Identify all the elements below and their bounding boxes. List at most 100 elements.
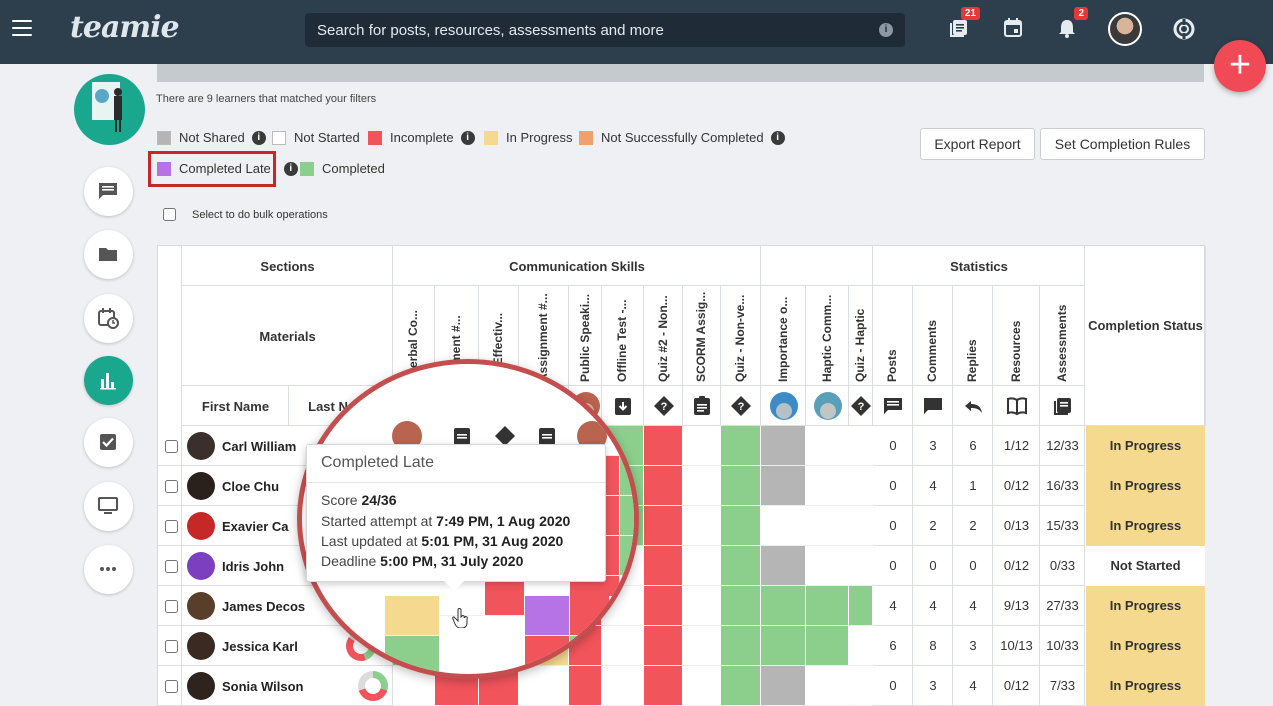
learner-avatar[interactable] [187, 472, 215, 500]
material-icon-cell[interactable]: ? [644, 386, 683, 426]
learner-name[interactable]: Cloe Chu [222, 479, 280, 494]
menu-icon[interactable] [12, 20, 32, 36]
posts-icon[interactable]: 21 [948, 7, 980, 41]
row-checkbox[interactable] [165, 520, 178, 533]
info-icon[interactable]: i [460, 130, 475, 145]
material-icon-cell[interactable] [806, 386, 849, 426]
grade-cell[interactable] [644, 666, 683, 706]
grade-cell[interactable] [806, 586, 849, 626]
info-icon[interactable]: i [251, 130, 266, 145]
grade-cell[interactable] [721, 626, 761, 666]
learner-name[interactable]: James Decos [222, 599, 306, 614]
grade-cell[interactable] [683, 666, 721, 706]
stat-header[interactable] [993, 286, 1040, 386]
row-checkbox[interactable] [165, 440, 178, 453]
grade-cell[interactable] [849, 506, 873, 546]
stat-header[interactable] [953, 286, 993, 386]
rail-gradebook-button[interactable] [84, 356, 133, 405]
grade-cell[interactable] [761, 626, 806, 666]
grade-cell[interactable] [806, 626, 849, 666]
material-icon-cell[interactable]: ? [721, 386, 761, 426]
grade-cell[interactable] [806, 466, 849, 506]
grade-cell[interactable] [806, 426, 849, 466]
material-icon-cell[interactable] [761, 386, 806, 426]
grade-cell[interactable] [683, 586, 721, 626]
grade-cell[interactable] [683, 546, 721, 586]
search-info-icon[interactable]: i [879, 23, 893, 37]
row-checkbox[interactable] [165, 640, 178, 653]
grade-cell[interactable] [721, 666, 761, 706]
grade-cell[interactable] [721, 546, 761, 586]
grade-cell[interactable] [721, 466, 761, 506]
rail-screen-button[interactable] [84, 482, 133, 531]
grade-cell[interactable] [721, 586, 761, 626]
calendar-icon[interactable] [1002, 17, 1026, 41]
learner-name[interactable]: Sonia Wilson [222, 679, 304, 694]
material-header[interactable] [644, 286, 683, 386]
material-header[interactable] [806, 286, 849, 386]
stat-header[interactable] [1040, 286, 1085, 386]
progress-donut[interactable] [358, 671, 388, 701]
grade-cell[interactable] [761, 666, 806, 706]
bulk-select-checkbox[interactable] [163, 208, 176, 221]
learner-avatar[interactable] [187, 592, 215, 620]
material-icon-cell[interactable] [683, 386, 721, 426]
learner-avatar[interactable] [187, 632, 215, 660]
rail-tasks-button[interactable] [84, 418, 133, 467]
material-header[interactable] [849, 286, 873, 386]
grade-cell[interactable] [761, 506, 806, 546]
learner-avatar[interactable] [187, 672, 215, 700]
learner-name[interactable]: Jessica Karl [222, 639, 298, 654]
row-checkbox[interactable] [165, 680, 178, 693]
stat-header[interactable] [913, 286, 953, 386]
grade-cell[interactable] [644, 546, 683, 586]
grade-cell[interactable] [761, 466, 806, 506]
learner-name[interactable]: Carl William [222, 439, 297, 454]
grade-cell[interactable] [721, 506, 761, 546]
learner-avatar[interactable] [187, 512, 215, 540]
notifications-icon[interactable]: 2 [1056, 7, 1088, 41]
material-icon-cell[interactable]: ? [849, 386, 873, 426]
rail-calendar-button[interactable] [84, 294, 133, 343]
grade-cell[interactable] [644, 506, 683, 546]
grade-cell[interactable] [806, 666, 849, 706]
grade-cell[interactable] [761, 586, 806, 626]
material-header[interactable] [761, 286, 806, 386]
set-completion-rules-button[interactable]: Set Completion Rules [1040, 128, 1205, 160]
grade-cell[interactable] [644, 426, 683, 466]
info-icon[interactable]: i [770, 130, 785, 145]
grade-cell[interactable] [683, 626, 721, 666]
learner-avatar[interactable] [187, 432, 215, 460]
grade-cell[interactable] [849, 426, 873, 466]
grade-cell[interactable] [761, 426, 806, 466]
grade-cell[interactable] [849, 466, 873, 506]
grade-cell[interactable] [683, 426, 721, 466]
grade-cell[interactable] [849, 586, 873, 626]
first-name-header[interactable] [182, 386, 289, 426]
row-checkbox[interactable] [165, 480, 178, 493]
grade-cell[interactable] [849, 546, 873, 586]
rail-posts-button[interactable] [84, 167, 133, 216]
material-icon-cell[interactable] [602, 386, 644, 426]
grade-cell[interactable] [761, 546, 806, 586]
search-input[interactable] [305, 13, 865, 47]
grade-cell[interactable] [644, 586, 683, 626]
material-header[interactable] [569, 286, 602, 386]
user-avatar[interactable] [1108, 12, 1142, 46]
learner-name[interactable]: Exavier Ca [222, 519, 289, 534]
grade-cell[interactable] [644, 626, 683, 666]
rail-more-button[interactable] [84, 545, 133, 594]
material-header[interactable] [683, 286, 721, 386]
learner-name[interactable]: Idris John [222, 559, 285, 574]
create-new-button[interactable]: + [1214, 40, 1266, 92]
class-avatar[interactable] [74, 74, 145, 145]
rail-resources-button[interactable] [84, 230, 133, 279]
grade-cell[interactable] [683, 506, 721, 546]
material-header[interactable] [721, 286, 761, 386]
grade-cell[interactable] [806, 546, 849, 586]
info-icon[interactable]: i [283, 161, 298, 176]
row-checkbox[interactable] [165, 600, 178, 613]
row-checkbox[interactable] [165, 560, 178, 573]
global-search[interactable]: i [305, 13, 905, 47]
grade-cell[interactable] [644, 466, 683, 506]
